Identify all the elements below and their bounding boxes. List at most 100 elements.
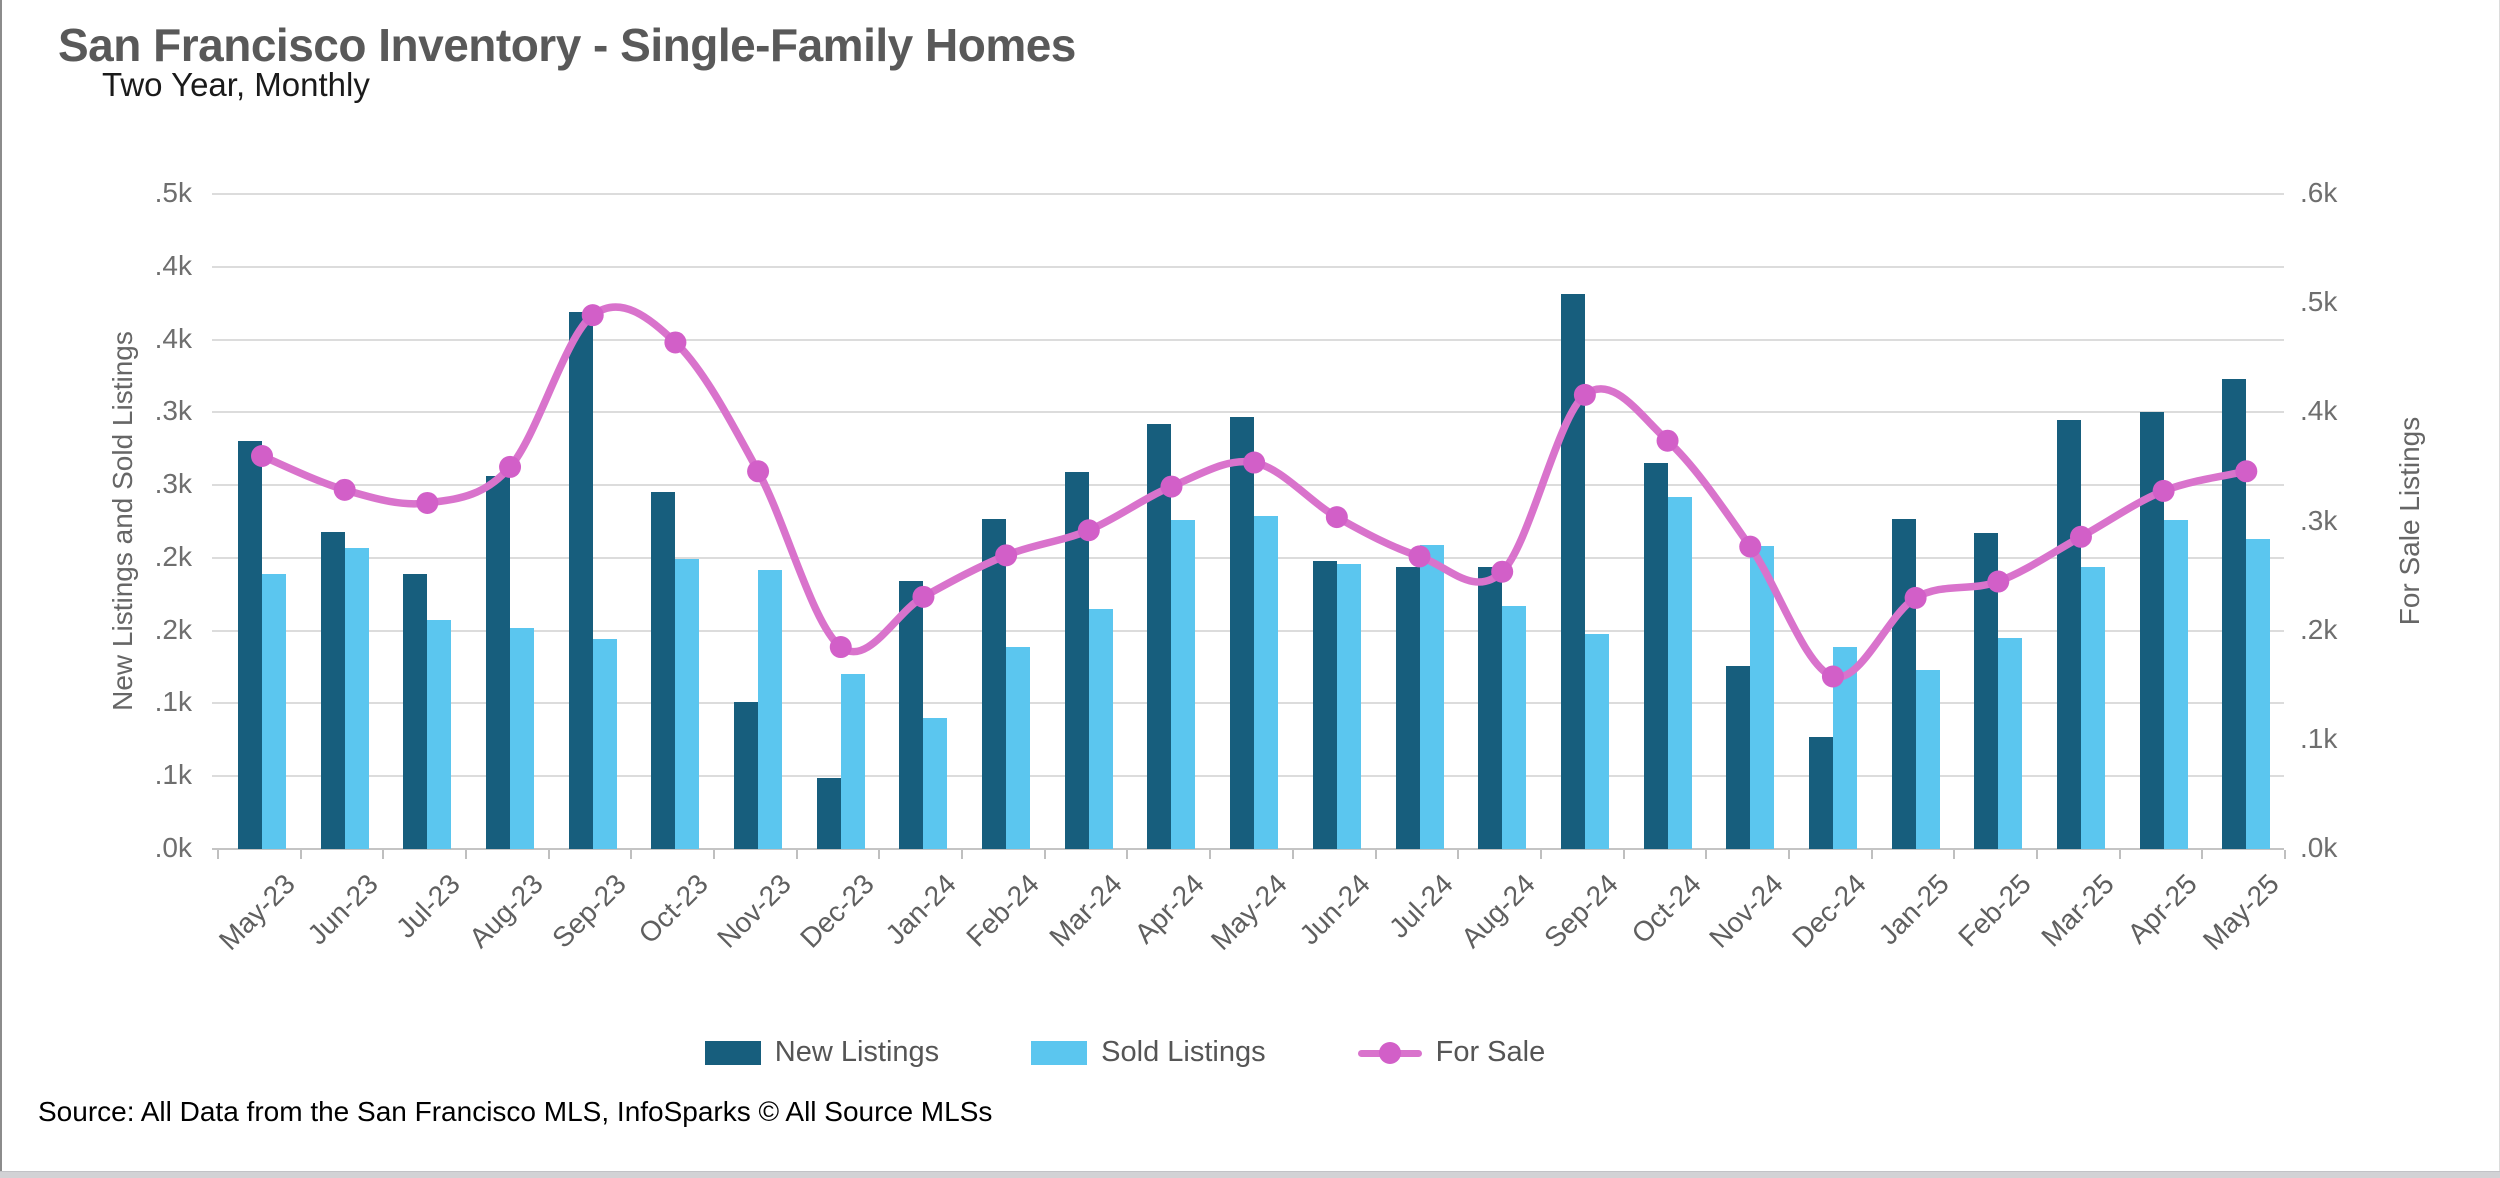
dot-glyph [1378, 1041, 1401, 1064]
left-axis-tick-label: .1k [154, 686, 192, 718]
sold-listings-bar [758, 569, 783, 849]
new-listings-bar [1808, 736, 1833, 849]
sold-listings-bar [262, 573, 286, 849]
left-axis-tick-label: .4k [154, 322, 192, 354]
x-axis-tick [961, 850, 964, 859]
new-listings-bar [1726, 665, 1751, 849]
sold-listings-bar [923, 718, 948, 849]
sold-listings-bar [1502, 605, 1527, 849]
for-sale-line-marker-icon [1357, 1041, 1422, 1065]
x-axis-baseline [212, 848, 2284, 850]
gridline [212, 265, 2284, 268]
new-listings-bar [1395, 566, 1420, 849]
sold-listings-bar [840, 674, 865, 849]
sold-listings-bar [2080, 566, 2105, 849]
source-attribution: Source: All Data from the San Francisco … [38, 1096, 993, 1127]
gridline [212, 411, 2284, 414]
page-subtitle: Two Year, Monthly [102, 66, 370, 103]
x-axis-tick [630, 850, 633, 859]
new-listings-bar [403, 573, 428, 849]
legend-label: Sold Listings [1101, 1036, 1266, 1068]
sold-listings-bar [427, 620, 452, 849]
x-axis-tick [1539, 850, 1542, 859]
x-axis-tick [1457, 850, 1460, 859]
right-axis-tick-label: .6k [2300, 177, 2338, 208]
x-axis-tick [2201, 850, 2204, 859]
new-listings-bar [1891, 518, 1916, 849]
left-axis-tick-label: .5k [154, 177, 192, 208]
x-axis-tick [299, 850, 302, 859]
right-axis-tick-label: .1k [2300, 722, 2338, 754]
x-axis-tick [1953, 850, 1956, 859]
new-listings-bar [568, 311, 593, 849]
new-listings-bar [1560, 294, 1585, 849]
new-listings-bar [2056, 419, 2081, 849]
left-axis-tick-label: .3k [154, 468, 192, 500]
sold-listings-bar [592, 639, 617, 849]
sold-listings-bar [1915, 669, 1940, 849]
sold-listings-swatch-icon [1031, 1040, 1088, 1065]
new-listings-bar [1974, 533, 1999, 849]
right-axis-tick-label: .3k [2300, 504, 2338, 536]
new-listings-bar [816, 777, 841, 849]
new-listings-swatch-icon [704, 1040, 761, 1065]
x-axis-tick [382, 850, 385, 859]
right-axis-tick-label: .5k [2300, 286, 2338, 318]
x-axis-tick [547, 850, 550, 859]
x-axis-tick [713, 850, 716, 859]
left-axis-tick-label: .3k [154, 395, 192, 427]
legend-item-new-listings: New Listings [704, 1036, 940, 1069]
left-axis-tick-label: .2k [154, 613, 192, 645]
sold-listings-bar [1998, 637, 2023, 849]
x-axis-tick [1374, 850, 1377, 859]
sold-listings-bar [1419, 544, 1444, 849]
x-axis-tick [1705, 850, 1708, 859]
legend-label: For Sale [1435, 1036, 1546, 1068]
x-axis-tick [2035, 850, 2038, 859]
new-listings-bar [899, 581, 924, 849]
sold-listings-bar [1750, 546, 1775, 849]
x-axis-tick [1291, 850, 1294, 859]
right-axis-tick-label: .2k [2300, 613, 2338, 645]
legend-label: New Listings [774, 1036, 940, 1068]
x-axis-tick [878, 850, 881, 859]
sold-listings-bar [1832, 646, 1857, 849]
x-axis-tick [1043, 850, 1046, 859]
legend-item-for-sale: For Sale [1357, 1036, 1546, 1069]
x-axis-tick [2284, 850, 2286, 859]
sold-listings-bar [1336, 563, 1361, 849]
sold-listings-bar [1171, 520, 1196, 849]
legend: New Listings Sold Listings For Sale [0, 1036, 2250, 1069]
new-listings-bar [2222, 378, 2247, 849]
left-window-edge [0, 0, 2, 1177]
new-listings-bar [1312, 560, 1337, 849]
sold-listings-bar [675, 559, 700, 849]
x-axis-tick [1787, 850, 1790, 859]
right-axis-tick-label: .0k [2300, 832, 2338, 863]
new-listings-bar [982, 518, 1007, 849]
sold-listings-bar [1254, 515, 1279, 849]
sold-listings-bar [344, 547, 369, 849]
new-listings-bar [486, 476, 511, 849]
sold-listings-bar [2246, 538, 2271, 849]
gridline [212, 338, 2284, 341]
new-listings-bar [2139, 412, 2164, 849]
legend-item-sold-listings: Sold Listings [1031, 1036, 1266, 1069]
new-listings-bar [734, 701, 759, 849]
new-listings-bar [1147, 423, 1172, 849]
x-axis-tick [795, 850, 798, 859]
new-listings-bar [1643, 463, 1668, 849]
new-listings-bar [651, 492, 676, 849]
gridline [212, 193, 2284, 195]
left-axis-tick-label: .4k [154, 249, 192, 281]
sold-listings-bar [1584, 633, 1609, 849]
x-axis-tick [1209, 850, 1212, 859]
new-listings-bar [238, 441, 262, 849]
right-axis-tick-label: .4k [2300, 395, 2338, 427]
x-axis-tick [217, 850, 219, 859]
sold-listings-bar [1006, 646, 1031, 849]
x-axis-tick [1622, 850, 1625, 859]
left-axis-tick-label: .0k [154, 832, 192, 863]
